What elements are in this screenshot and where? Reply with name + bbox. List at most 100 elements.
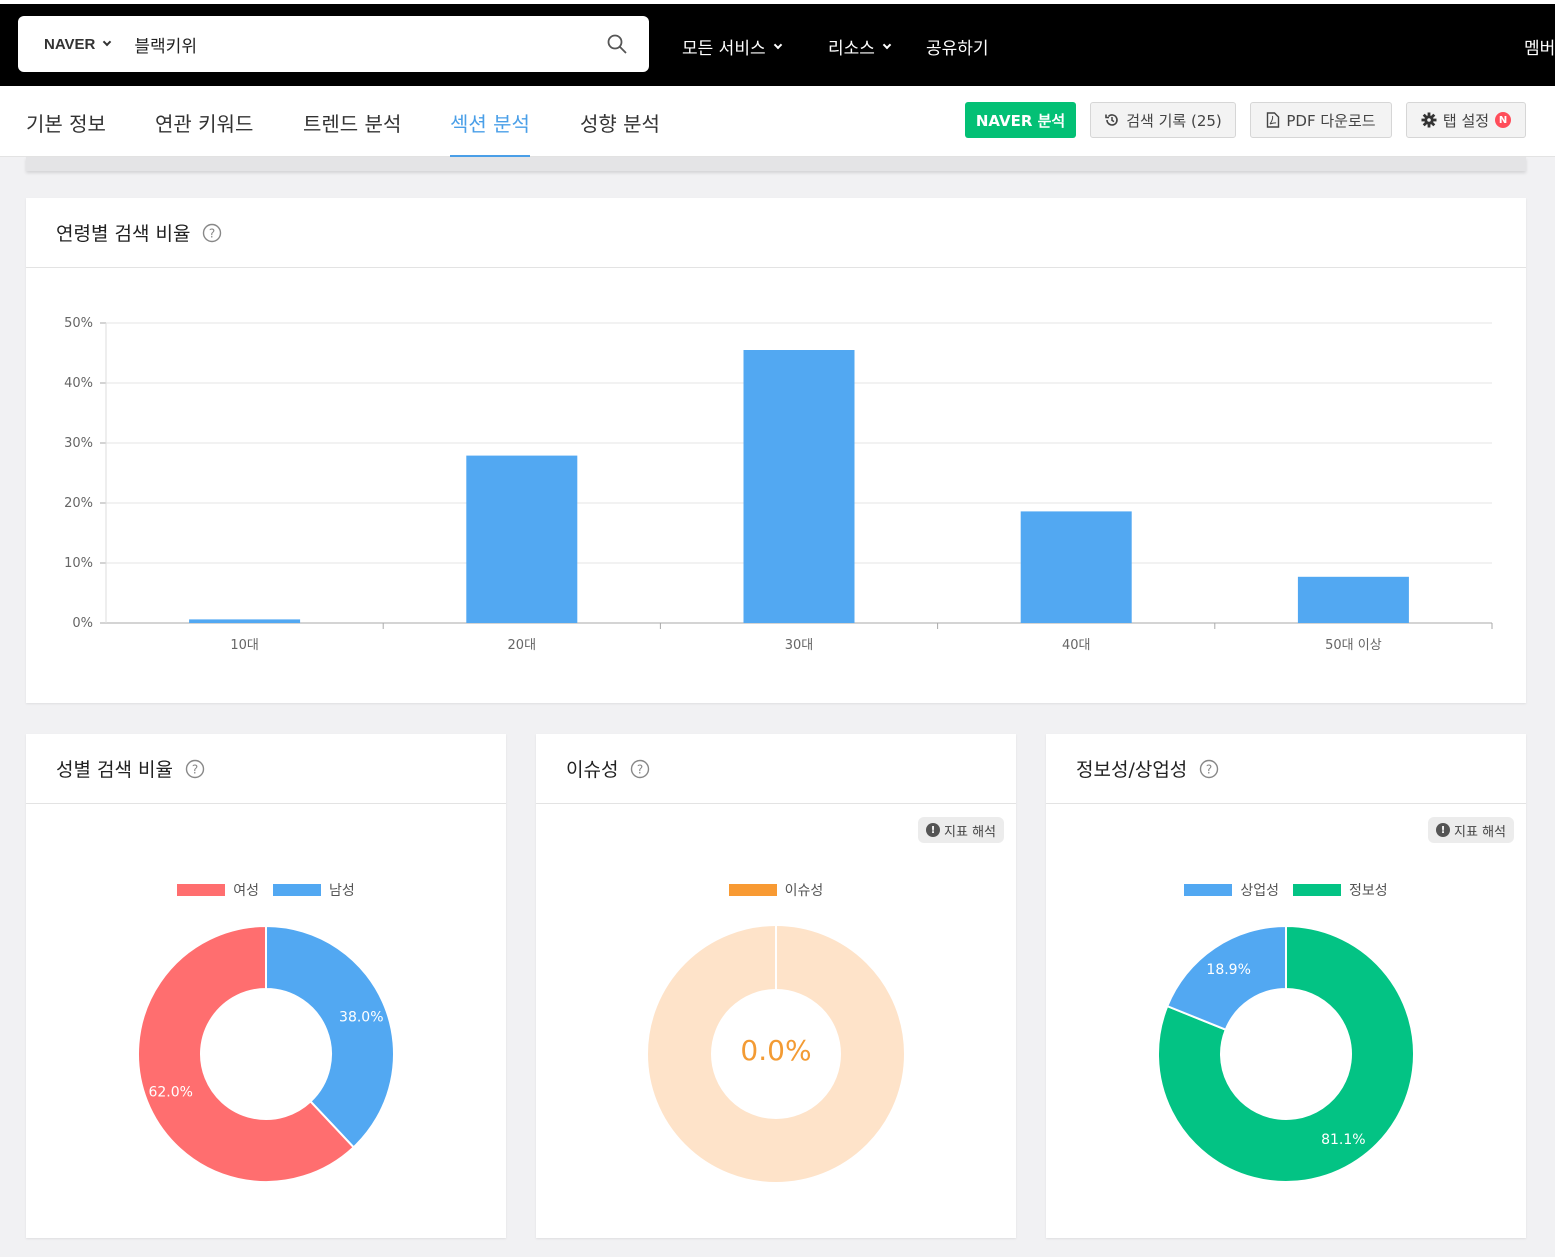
- help-icon[interactable]: ?: [630, 759, 650, 779]
- legend-commercial[interactable]: 상업성: [1184, 880, 1279, 900]
- card-header: 성별 검색 비율 ?: [26, 734, 506, 804]
- search-history-button[interactable]: 검색 기록 (25): [1090, 102, 1236, 138]
- y-tick-label: 0%: [72, 616, 93, 631]
- issue-donut-chart: [648, 926, 904, 1182]
- legend-issue[interactable]: 이슈성: [728, 880, 824, 900]
- engine-select[interactable]: NAVER: [44, 35, 112, 53]
- bar: [743, 350, 855, 623]
- svg-text:?: ?: [637, 762, 643, 776]
- y-tick-label: 20%: [64, 496, 93, 511]
- gender-donut-chart: 38.0% 62.0%: [137, 924, 395, 1183]
- chart-legend: 상업성 정보성: [1046, 880, 1526, 900]
- y-tick-label: 30%: [64, 436, 93, 451]
- data-label: 62.0%: [148, 1085, 192, 1101]
- engine-label: NAVER: [44, 35, 96, 53]
- nav-all-services-label: 모든 서비스: [682, 39, 766, 59]
- pdf-download-button[interactable]: PDF 다운로드: [1250, 102, 1392, 138]
- collapsed-panel: [26, 157, 1526, 171]
- x-tick-label: 50대 이상: [1325, 638, 1382, 653]
- member-link[interactable]: 멤버: [1524, 39, 1555, 59]
- legend-label: 여성: [233, 883, 259, 899]
- search-icon[interactable]: [607, 34, 627, 54]
- nav-resources-label: 리소스: [828, 39, 875, 59]
- tab-bar: 기본 정보 연관 키워드 트렌드 분석 섹션 분석 성향 분석 NAVER 분석…: [0, 86, 1555, 157]
- bar: [1297, 576, 1409, 623]
- legend-swatch: [273, 884, 321, 896]
- svg-text:?: ?: [209, 226, 215, 240]
- tab-settings-button[interactable]: 탭 설정 N: [1406, 102, 1526, 138]
- card-title: 정보성/상업성: [1076, 759, 1188, 781]
- chevron-down-icon: [882, 40, 892, 49]
- history-icon: [1105, 114, 1118, 126]
- nav-resources[interactable]: 리소스: [828, 34, 892, 59]
- search-box[interactable]: NAVER: [18, 16, 649, 72]
- nav-share[interactable]: 공유하기: [926, 34, 989, 59]
- chevron-down-icon: [103, 37, 112, 47]
- top-bar: NAVER 모든 서비스 리소스 공유하기 멤버: [0, 0, 1555, 86]
- legend-swatch: [177, 884, 226, 896]
- search-input[interactable]: [134, 34, 649, 54]
- svg-text:?: ?: [192, 762, 198, 776]
- y-tick-label: 40%: [64, 376, 93, 391]
- svg-text:?: ?: [1206, 762, 1212, 776]
- issue-center-value: 0.0%: [740, 1034, 812, 1067]
- gender-ratio-card: 성별 검색 비율 ? 여성 남성 38.0% 62.0%: [26, 734, 506, 1238]
- help-icon[interactable]: ?: [202, 223, 222, 243]
- search-history-label: 검색 기록 (25): [1126, 111, 1222, 130]
- age-bar-chart: 0% 10% 20% 30% 40% 50% 10대 20대 30대 40대 50대 이상: [64, 316, 1493, 653]
- info-icon: !: [1436, 823, 1451, 837]
- tab-section-analysis[interactable]: 섹션 분석: [450, 108, 530, 157]
- chevron-down-icon: [773, 40, 782, 49]
- legend-informational[interactable]: 정보성: [1293, 880, 1388, 900]
- legend-label: 상업성: [1240, 883, 1279, 899]
- nav-all-services[interactable]: 모든 서비스: [682, 34, 782, 59]
- gear-icon: [1421, 112, 1437, 128]
- metric-hint-label: 지표 해석: [1454, 824, 1506, 840]
- naver-analysis-button[interactable]: NAVER 분석: [965, 102, 1076, 138]
- bar: [466, 455, 578, 623]
- pdf-download-label: PDF 다운로드: [1286, 111, 1376, 130]
- data-label: 38.0%: [339, 1009, 383, 1025]
- legend-swatch: [728, 884, 777, 896]
- donut-slice: [1157, 924, 1415, 1183]
- help-icon[interactable]: ?: [185, 759, 205, 779]
- legend-label: 남성: [329, 883, 355, 899]
- legend-label: 이슈성: [784, 883, 824, 899]
- new-badge: N: [1495, 112, 1512, 128]
- legend-swatch: [1293, 884, 1341, 896]
- data-label: 18.9%: [1206, 962, 1250, 978]
- metric-hint-button[interactable]: ! 지표 해석: [1428, 817, 1514, 843]
- bar: [189, 619, 301, 623]
- donut-slice: [1165, 924, 1287, 1031]
- tab-tendency-analysis[interactable]: 성향 분석: [580, 112, 660, 136]
- chart-legend: 이슈성: [536, 880, 1016, 900]
- y-tick-label: 50%: [64, 316, 93, 331]
- tab-basic-info[interactable]: 기본 정보: [26, 112, 106, 136]
- bar: [1020, 511, 1132, 623]
- info-icon: !: [926, 823, 941, 837]
- x-tick-label: 30대: [785, 638, 814, 653]
- card-header: 연령별 검색 비율 ?: [26, 198, 1526, 268]
- metric-hint-label: 지표 해석: [944, 824, 996, 840]
- legend-label: 정보성: [1349, 883, 1388, 899]
- card-header: 정보성/상업성 ?: [1046, 734, 1526, 804]
- donut-slice: [137, 924, 356, 1183]
- age-ratio-card: 연령별 검색 비율 ? 0% 10% 20% 30% 40% 50% 10대 20대 30대 40…: [26, 198, 1526, 703]
- x-tick-label: 20대: [508, 638, 537, 653]
- card-header: 이슈성 ?: [536, 734, 1016, 804]
- legend-male[interactable]: 남성: [273, 880, 355, 900]
- tab-trend-analysis[interactable]: 트렌드 분석: [303, 112, 402, 136]
- card-title: 성별 검색 비율: [56, 759, 173, 781]
- metric-hint-button[interactable]: ! 지표 해석: [918, 817, 1004, 843]
- help-icon[interactable]: ?: [1199, 759, 1219, 779]
- tab-related-keywords[interactable]: 연관 키워드: [155, 112, 254, 136]
- data-label: 81.1%: [1321, 1132, 1365, 1148]
- legend-female[interactable]: 여성: [177, 880, 259, 900]
- y-tick-label: 10%: [64, 556, 93, 571]
- tab-settings-label: 탭 설정: [1442, 111, 1490, 130]
- x-tick-label: 40대: [1062, 638, 1091, 653]
- legend-swatch: [1184, 884, 1233, 896]
- chart-legend: 여성 남성: [26, 880, 506, 900]
- issue-card: 이슈성 ? ! 지표 해석 이슈성 0.0%: [536, 734, 1016, 1238]
- card-title: 이슈성: [566, 759, 619, 781]
